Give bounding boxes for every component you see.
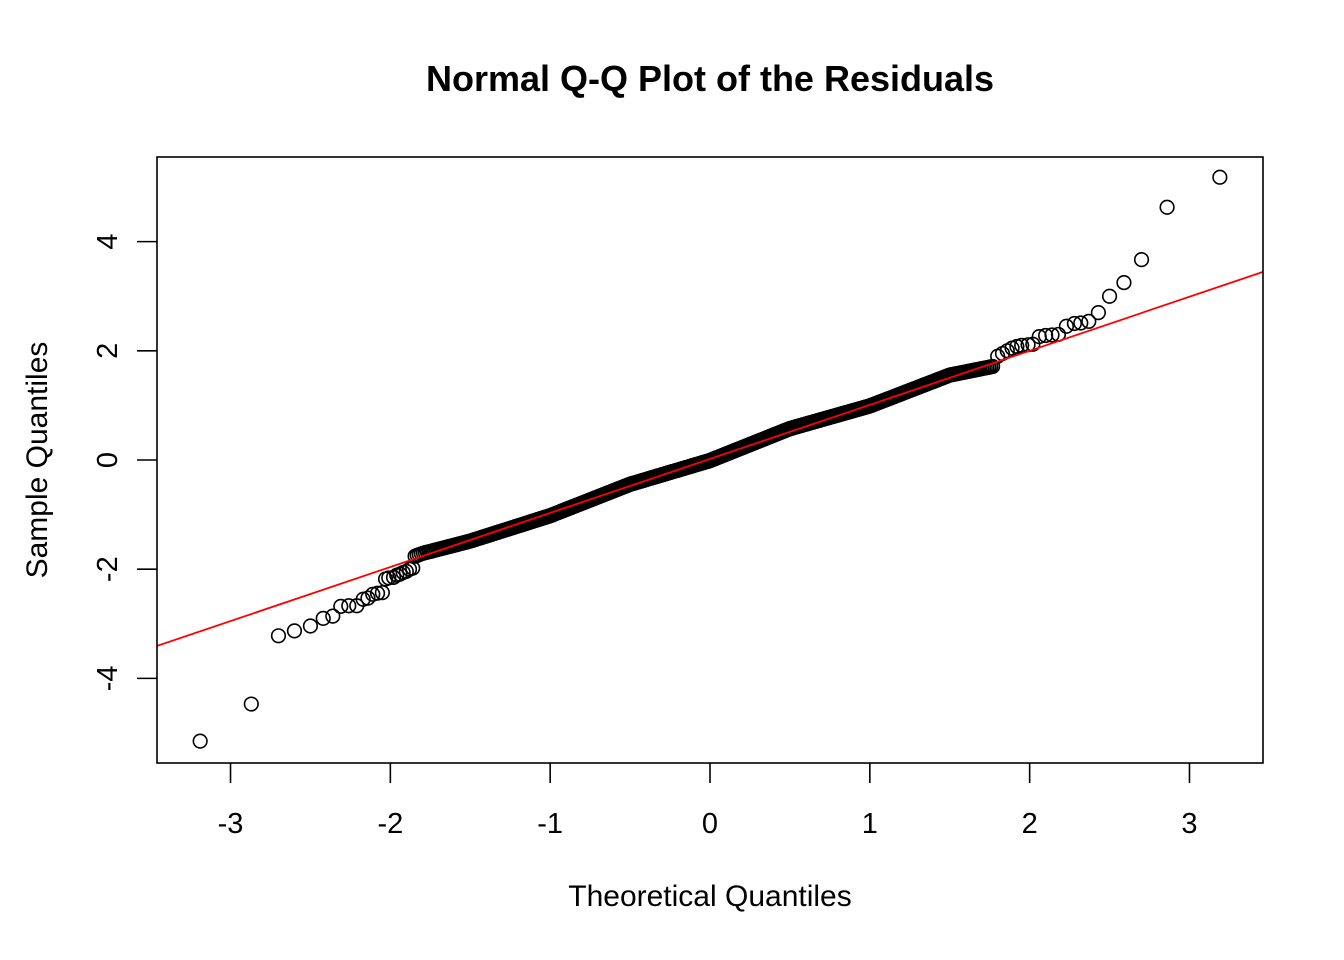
data-point [302, 618, 319, 634]
y-tick-label: -4 [92, 665, 124, 691]
data-point [1212, 169, 1228, 185]
data-point [341, 598, 357, 614]
data-point [1133, 252, 1150, 268]
data-point [369, 585, 386, 601]
data-point [1081, 313, 1097, 329]
data-point [315, 610, 331, 626]
x-tick-label: -3 [218, 808, 244, 840]
data-point [1159, 199, 1175, 215]
qq-reference-line [156, 271, 1264, 647]
chart-title: Normal Q-Q Plot of the Residuals [425, 58, 995, 99]
x-tick-label: 0 [702, 808, 718, 840]
reference-line-layer [156, 271, 1264, 647]
data-point [243, 696, 259, 712]
data-point [1073, 315, 1089, 331]
data-point [286, 623, 303, 639]
data-point [1101, 288, 1118, 304]
data-point [360, 590, 376, 606]
data-point [1116, 274, 1132, 291]
data-point [1090, 304, 1106, 321]
x-tick-label: 1 [862, 808, 878, 840]
y-tick-label: 4 [92, 234, 124, 250]
y-axis: -4 -2 0 2 4 [92, 234, 157, 691]
data-point [1058, 318, 1075, 334]
y-axis-label: Sample Quantiles [21, 341, 54, 579]
x-tick-label: 2 [1022, 808, 1038, 840]
data-point [405, 560, 421, 576]
y-tick-label: 0 [92, 452, 124, 468]
data-point [1066, 315, 1083, 332]
y-tick-label: -2 [92, 556, 124, 582]
x-tick-label: 3 [1181, 808, 1197, 840]
data-point [270, 628, 287, 644]
data-point [333, 598, 349, 614]
x-tick-label: -1 [537, 808, 563, 840]
x-axis-label: Theoretical Quantiles [568, 880, 852, 913]
data-point [1044, 327, 1060, 343]
data-point [1014, 337, 1030, 353]
data-point [192, 733, 208, 749]
x-axis: -3 -2 -1 0 1 2 3 [218, 763, 1198, 840]
data-point [381, 570, 397, 586]
y-tick-label: 2 [92, 343, 124, 359]
data-point [325, 608, 341, 624]
x-tick-label: -2 [377, 808, 403, 840]
